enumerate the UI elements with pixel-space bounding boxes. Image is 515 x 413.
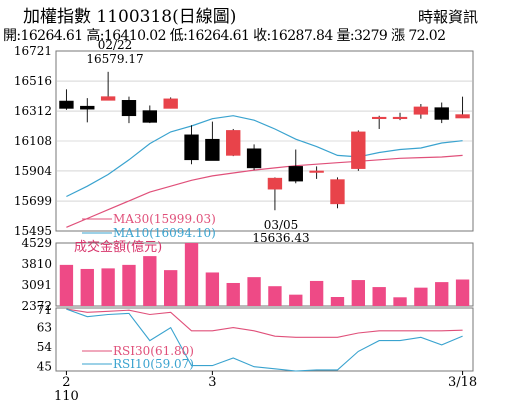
price-y-tick: 16108 xyxy=(14,134,52,148)
candle-body xyxy=(142,110,158,123)
volume-bar xyxy=(226,282,240,306)
ma30-legend-label: MA30(15999.03) xyxy=(113,212,216,226)
candle-body xyxy=(371,116,387,120)
x-axis-label: 2 xyxy=(62,375,70,390)
rsi10-legend-label: RSI10(59.07) xyxy=(113,357,194,371)
volume-y-tick: 3091 xyxy=(21,278,52,292)
volume-bar xyxy=(309,280,324,306)
price-y-tick: 16721 xyxy=(14,44,52,58)
candle-body xyxy=(267,177,283,190)
ma30-line xyxy=(66,154,463,228)
price-y-tick: 16516 xyxy=(14,74,52,88)
volume-y-tick: 4529 xyxy=(21,236,52,250)
candle-body xyxy=(59,100,74,109)
rsi-y-tick: 45 xyxy=(37,360,52,374)
candle-body xyxy=(330,179,345,205)
volume-bar xyxy=(143,256,157,306)
candle-body xyxy=(309,170,324,173)
volume-bar xyxy=(455,279,470,306)
volume-bar xyxy=(289,294,303,306)
volume-bar xyxy=(330,297,345,306)
rsi-series-line xyxy=(66,308,463,338)
volume-bar xyxy=(101,268,115,306)
volume-bar xyxy=(372,287,386,306)
candle-body xyxy=(80,105,95,110)
source-label: 時報資訊 xyxy=(418,8,479,26)
chart-title: 加權指數 1100318(日線圖) xyxy=(23,7,237,27)
candle-body xyxy=(392,116,408,120)
volume-bar xyxy=(414,287,428,306)
candle-body xyxy=(413,106,429,115)
volume-bar xyxy=(351,280,365,306)
rsi30-legend-label: RSI30(61.80) xyxy=(113,344,194,358)
volume-bar xyxy=(184,243,199,306)
rsi-y-tick: 63 xyxy=(37,321,52,335)
x-axis-label: 3/18 xyxy=(448,375,477,390)
high-annotation-date: 02/22 xyxy=(98,38,133,52)
volume-bar xyxy=(205,272,220,306)
candle-body xyxy=(184,134,199,161)
volume-bar xyxy=(122,264,136,306)
volume-bar xyxy=(435,282,449,306)
price-y-tick: 16312 xyxy=(14,104,52,118)
rsi-y-tick: 54 xyxy=(37,340,53,354)
rsi-series-line xyxy=(66,308,463,372)
price-y-tick: 15699 xyxy=(14,194,52,208)
candle-body xyxy=(434,107,449,120)
volume-panel-frame xyxy=(55,242,474,307)
volume-y-tick: 3810 xyxy=(21,257,52,271)
candle-body xyxy=(455,114,470,119)
volume-bar xyxy=(59,264,74,306)
x-axis-label: 3 xyxy=(208,375,216,390)
volume-bar xyxy=(393,297,407,306)
price-y-tick: 15904 xyxy=(14,164,53,178)
candle-body xyxy=(205,138,220,161)
high-annotation-value: 16579.17 xyxy=(86,52,143,66)
rsi-panel-frame xyxy=(55,307,474,372)
volume-bar xyxy=(80,268,94,306)
rsi-y-tick: 71 xyxy=(37,303,52,317)
ma10-line xyxy=(66,115,463,198)
ma10-legend-label: MA10(16094.10) xyxy=(113,226,216,240)
price-y-tick: 15495 xyxy=(14,224,52,238)
volume-panel-title: 成交金額(億元) xyxy=(74,239,162,255)
volume-bar xyxy=(164,270,178,306)
candle-body xyxy=(100,96,116,101)
ohlc-summary: 開:16264.61 高:16410.02 低:16264.61 收:16287… xyxy=(3,28,446,44)
low-annotation-date: 03/05 xyxy=(264,218,299,232)
volume-bar xyxy=(268,286,282,306)
volume-y-tick: 2372 xyxy=(21,299,52,313)
candle-body xyxy=(288,166,303,182)
low-annotation-value: 15636.43 xyxy=(252,231,309,245)
candle-body xyxy=(163,98,178,109)
candle-body xyxy=(246,148,262,169)
x-axis-year-label: 110 xyxy=(54,389,79,404)
candle-body xyxy=(351,131,366,169)
candle-body xyxy=(226,130,241,156)
candle-body xyxy=(121,100,137,117)
volume-bar xyxy=(247,277,261,306)
